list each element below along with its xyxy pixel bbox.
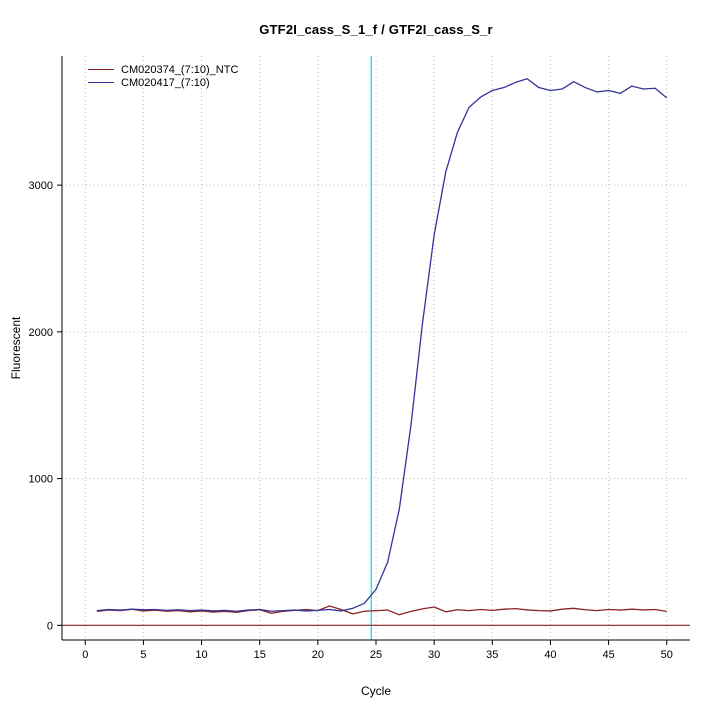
y-tick-label: 2000 — [29, 327, 53, 339]
x-tick-label: 35 — [486, 649, 498, 661]
gridlines — [62, 56, 690, 640]
axes — [57, 56, 690, 645]
x-axis-label: Cycle — [360, 684, 392, 698]
chart-title: GTF2I_cass_S_1_f / GTF2I_cass_S_r — [259, 22, 493, 37]
x-tick-label: 20 — [312, 649, 324, 661]
x-tick-label: 30 — [428, 649, 440, 661]
x-tick-label: 50 — [661, 649, 673, 661]
x-tick-label: 15 — [254, 649, 266, 661]
y-tick-label: 3000 — [29, 180, 53, 192]
y-tick-label: 0 — [47, 620, 53, 632]
x-tick-label: 45 — [602, 649, 614, 661]
y-tick-label: 1000 — [29, 474, 53, 486]
series-line-sample — [96, 78, 668, 612]
x-tick-label: 40 — [544, 649, 556, 661]
x-tick-label: 25 — [370, 649, 382, 661]
series-line-ntc — [96, 605, 667, 616]
legend: CM020374_(7:10)_NTC CM020417_(7:10) — [88, 63, 238, 89]
legend-item-ntc: CM020374_(7:10)_NTC — [88, 63, 238, 76]
x-tick-label: 10 — [195, 649, 207, 661]
legend-label-ntc: CM020374_(7:10)_NTC — [121, 63, 239, 76]
legend-line-sample — [88, 82, 114, 83]
y-axis-label: Fluorescent — [9, 316, 23, 380]
x-tick-label: 5 — [140, 649, 146, 661]
legend-line-ntc — [88, 69, 114, 70]
x-tick-label: 0 — [82, 649, 88, 661]
legend-item-sample: CM020417_(7:10) — [88, 76, 238, 89]
legend-label-sample: CM020417_(7:10) — [121, 76, 210, 89]
